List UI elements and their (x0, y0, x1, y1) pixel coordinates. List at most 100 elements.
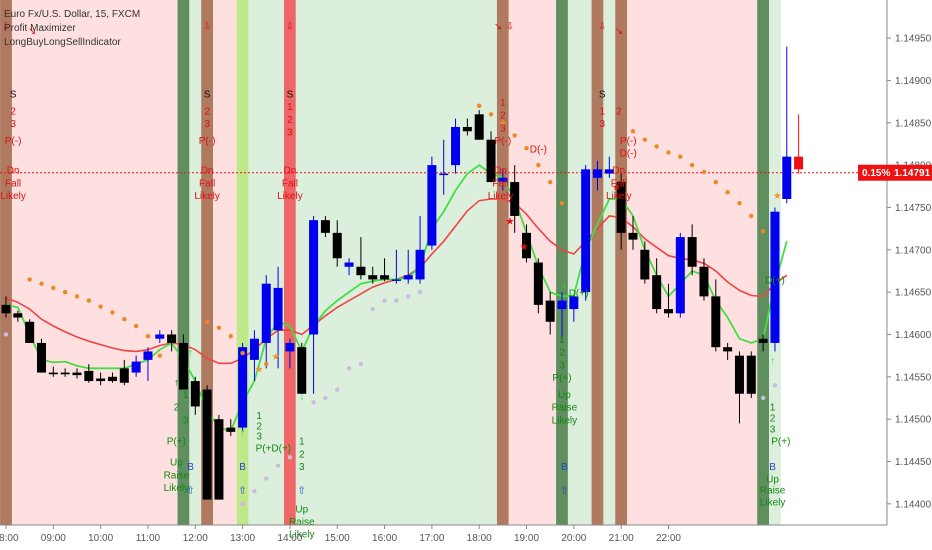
candle-body-18[interactable] (214, 419, 224, 500)
y-tick-label-6: 1.14650 (895, 288, 932, 299)
x-tick-label-11: 19:00 (514, 533, 539, 544)
candle-body-51[interactable] (604, 169, 614, 174)
candle-body-35[interactable] (415, 249, 425, 280)
candle-body-30[interactable] (356, 266, 366, 276)
candle-body-22[interactable] (261, 283, 271, 343)
y-tick-label-10: 1.14450 (895, 457, 932, 468)
candle-body-56[interactable] (663, 309, 673, 314)
candle-body-1[interactable] (13, 313, 23, 318)
candle-body-36[interactable] (427, 165, 437, 246)
annotation-76: B (561, 462, 568, 473)
dot-marker-10 (406, 294, 411, 299)
candle-body-65[interactable] (770, 211, 780, 343)
y-tick-label-11: 1.14400 (895, 499, 932, 510)
candle-body-31[interactable] (368, 275, 378, 280)
candle-body-6[interactable] (72, 372, 82, 376)
candle-body-28[interactable] (332, 232, 342, 259)
candle-body-19[interactable] (226, 427, 236, 432)
candle-body-60[interactable] (711, 296, 721, 348)
psar-dot-23 (547, 179, 553, 185)
annotation-77: ⇧ (560, 486, 568, 497)
x-tick-label-0: 08:00 (0, 533, 19, 544)
annotation-9: ⇩ (203, 22, 211, 33)
candle-body-50[interactable] (593, 169, 602, 178)
candle-body-41[interactable] (486, 139, 496, 183)
candle-body-48[interactable] (569, 296, 579, 310)
annotation-30: P(-) (495, 136, 512, 147)
zone-band_brown-16 (615, 0, 628, 525)
candle-body-32[interactable] (380, 275, 390, 280)
candle-body-5[interactable] (60, 372, 70, 375)
candle-body-59[interactable] (699, 266, 709, 297)
candle-body-63[interactable] (746, 355, 756, 394)
candle-body-55[interactable] (652, 275, 662, 310)
candle-body-15[interactable] (178, 342, 188, 390)
annotation-21: 3 (287, 127, 293, 138)
candle-body-16[interactable] (190, 381, 200, 407)
candle-body-66[interactable] (782, 156, 792, 199)
candle-body-11[interactable] (131, 361, 141, 373)
psar-dot-17 (477, 103, 482, 109)
candle-body-43[interactable] (510, 182, 520, 216)
dot-marker-6 (358, 361, 364, 367)
candle-body-26[interactable] (309, 220, 319, 335)
zone-band_brown-14 (591, 0, 604, 525)
candle-body-61[interactable] (723, 347, 733, 352)
candle-body-49[interactable] (581, 169, 591, 293)
candle-body-45[interactable] (533, 262, 543, 305)
annotation-71: 3 (559, 360, 565, 371)
x-tick-label-14: 22:00 (656, 533, 681, 544)
candle-body-27[interactable] (320, 220, 330, 233)
candle-body-29[interactable] (344, 262, 354, 267)
candle-body-24[interactable] (285, 342, 295, 352)
candle-body-20[interactable] (238, 347, 248, 428)
candle-body-2[interactable] (25, 321, 35, 343)
annotation-81: 2 (770, 414, 776, 425)
candle-body-13[interactable] (155, 334, 165, 339)
annotation-5: ↘ (28, 26, 36, 37)
annotation-48: 2 (174, 403, 180, 414)
candle-body-54[interactable] (640, 249, 650, 280)
candle-body-40[interactable] (474, 114, 484, 140)
candle-body-67[interactable] (794, 156, 804, 170)
annotation-55: ⇧ (186, 486, 194, 497)
candle-body-9[interactable] (107, 376, 117, 382)
candle-body-33[interactable] (391, 279, 401, 281)
zone-zone_pink-1 (11, 0, 178, 525)
candle-body-17[interactable] (202, 389, 212, 500)
candle-body-12[interactable] (143, 351, 153, 360)
candle-body-25[interactable] (297, 347, 307, 394)
candle-body-44[interactable] (522, 232, 532, 259)
candle-body-53[interactable] (628, 232, 638, 240)
candle-body-46[interactable] (545, 300, 555, 322)
price-tag-percent: 0.15% (862, 168, 890, 179)
candle-body-62[interactable] (734, 355, 744, 394)
annotation-79: D(+) (765, 276, 785, 287)
candle-body-10[interactable] (119, 368, 129, 383)
annotation-35: ⇩ (598, 22, 606, 33)
candle-body-38[interactable] (451, 127, 461, 166)
psar-dot-29 (678, 154, 683, 159)
candle-body-47[interactable] (557, 300, 567, 310)
candle-body-37[interactable] (439, 173, 449, 176)
candle-body-52[interactable] (616, 182, 626, 233)
candle-body-0[interactable] (1, 304, 11, 314)
candle-body-21[interactable] (249, 338, 259, 360)
candle-body-58[interactable] (687, 237, 697, 267)
candle-body-34[interactable] (403, 275, 413, 280)
annotation-31: D(-) (530, 144, 547, 155)
x-tick-label-13: 21:00 (609, 533, 634, 544)
annotation-32: Dn (494, 166, 507, 177)
candle-body-8[interactable] (96, 378, 106, 382)
candle-body-4[interactable] (48, 372, 58, 375)
candle-body-57[interactable] (675, 237, 685, 314)
candle-body-42[interactable] (498, 177, 508, 183)
annotation-63: 2 (299, 449, 305, 460)
candle-body-64[interactable] (758, 338, 768, 343)
candle-body-39[interactable] (462, 127, 472, 132)
candle-body-3[interactable] (36, 342, 46, 373)
candle-body-23[interactable] (273, 287, 283, 331)
candle-body-7[interactable] (84, 370, 94, 382)
candle-body-14[interactable] (167, 334, 177, 343)
